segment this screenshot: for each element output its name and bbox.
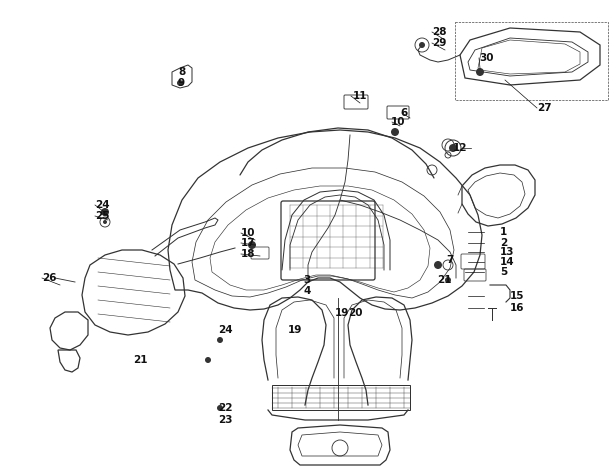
- Text: 17: 17: [241, 238, 256, 248]
- Text: 5: 5: [500, 267, 507, 277]
- Text: 16: 16: [510, 303, 524, 313]
- Text: 26: 26: [42, 273, 56, 283]
- Text: 13: 13: [500, 247, 515, 257]
- Text: 7: 7: [446, 255, 453, 265]
- Text: 12: 12: [453, 143, 468, 153]
- Text: 3: 3: [303, 275, 310, 285]
- Circle shape: [445, 277, 451, 283]
- Text: 10: 10: [241, 228, 255, 238]
- Text: 24: 24: [218, 325, 233, 335]
- Text: 9: 9: [178, 78, 185, 88]
- Text: 21: 21: [437, 275, 452, 285]
- Text: 28: 28: [432, 27, 447, 37]
- Circle shape: [434, 261, 442, 269]
- Text: 22: 22: [218, 403, 233, 413]
- Text: 19: 19: [288, 325, 302, 335]
- Circle shape: [391, 128, 399, 136]
- Text: 19: 19: [335, 308, 349, 318]
- Circle shape: [103, 220, 107, 224]
- Text: 21: 21: [133, 355, 147, 365]
- Text: 29: 29: [432, 38, 446, 48]
- Circle shape: [205, 357, 211, 363]
- Circle shape: [248, 241, 256, 249]
- Text: 10: 10: [391, 117, 406, 127]
- Circle shape: [101, 208, 109, 216]
- Text: 14: 14: [500, 257, 515, 267]
- Text: 20: 20: [348, 308, 362, 318]
- Text: 8: 8: [178, 67, 185, 77]
- Text: 27: 27: [537, 103, 551, 113]
- Text: 30: 30: [479, 53, 493, 63]
- Circle shape: [449, 144, 457, 152]
- Circle shape: [217, 405, 223, 411]
- Text: 4: 4: [303, 286, 310, 296]
- Circle shape: [177, 80, 183, 86]
- Text: 25: 25: [95, 211, 110, 221]
- Circle shape: [419, 42, 425, 48]
- Text: 6: 6: [400, 108, 407, 118]
- Text: 18: 18: [241, 249, 255, 259]
- Text: 23: 23: [218, 415, 233, 425]
- Text: 15: 15: [510, 291, 524, 301]
- Text: 2: 2: [500, 238, 507, 248]
- Text: 1: 1: [500, 227, 507, 237]
- Text: 11: 11: [353, 91, 367, 101]
- Text: 24: 24: [95, 200, 110, 210]
- Circle shape: [217, 337, 223, 343]
- Circle shape: [476, 68, 484, 76]
